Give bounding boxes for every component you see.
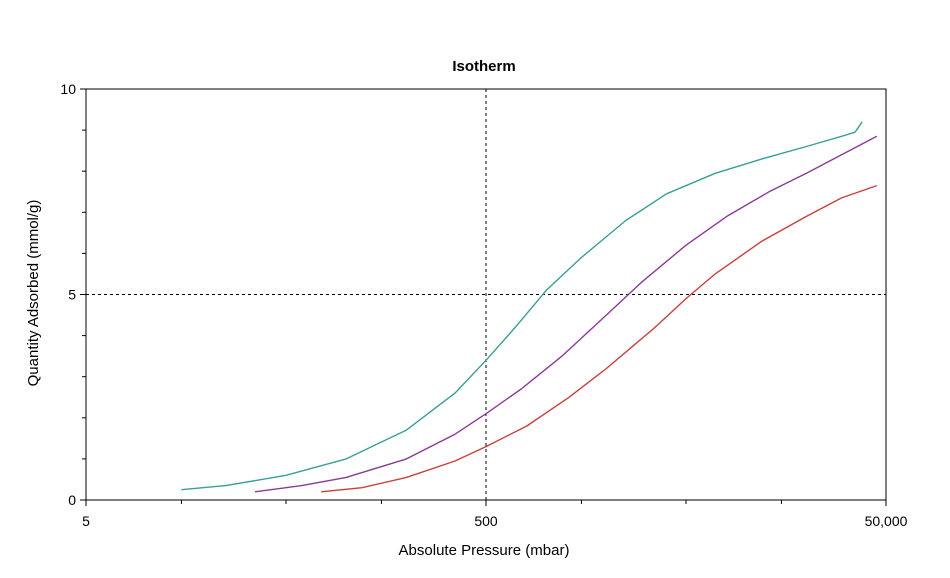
x-tick-label: 5 bbox=[82, 513, 90, 529]
y-tick-label: 10 bbox=[60, 81, 76, 97]
axis-ticks bbox=[80, 88, 887, 506]
y-tick-label: 0 bbox=[68, 492, 76, 508]
series-line-3 bbox=[321, 184, 878, 493]
x-tick-label: 500 bbox=[474, 513, 498, 529]
x-tick-label: 50,000 bbox=[865, 513, 908, 529]
chart-title: Isotherm bbox=[452, 58, 515, 75]
y-axis-label: Quantity Adsorbed (mmol/g) bbox=[25, 200, 42, 387]
x-axis-label: Absolute Pressure (mbar) bbox=[399, 542, 570, 559]
reference-lines bbox=[86, 89, 886, 500]
series-line-2 bbox=[254, 135, 878, 493]
series-group bbox=[181, 121, 878, 493]
y-tick-label: 5 bbox=[68, 287, 76, 303]
series-line-1 bbox=[181, 121, 863, 491]
